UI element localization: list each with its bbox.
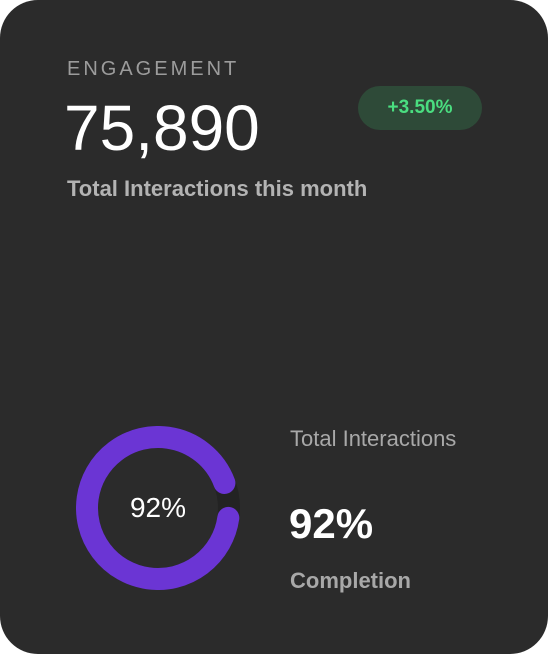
card-subtitle: Total Interactions this month xyxy=(67,176,368,201)
ring-progress-arc xyxy=(76,426,240,590)
stat-label: Total Interactions xyxy=(290,426,457,451)
stat-caption: Completion xyxy=(290,568,411,593)
change-badge: +3.50% xyxy=(358,86,482,130)
completion-ring-chart xyxy=(76,426,240,590)
card-eyebrow: ENGAGEMENT xyxy=(67,58,240,80)
stat-value: 92% xyxy=(289,500,374,547)
completion-ring: 92% xyxy=(76,426,240,590)
total-value: 75,890 xyxy=(64,92,260,164)
ring-percent-label: 92% xyxy=(129,492,187,523)
